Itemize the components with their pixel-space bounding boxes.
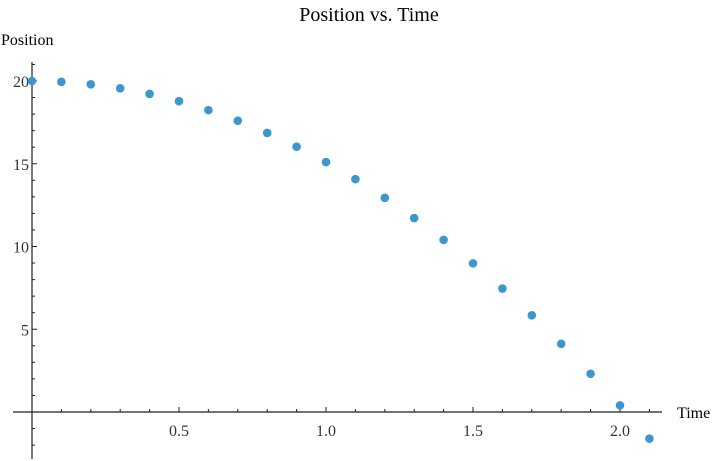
data-point — [145, 89, 154, 99]
chart-title: Position vs. Time — [299, 4, 439, 26]
data-point — [115, 83, 125, 93]
data-point — [174, 96, 184, 106]
data-points — [27, 76, 654, 443]
data-point — [586, 369, 595, 379]
x-axis-label: Time — [677, 405, 710, 422]
y-tick-label: 20 — [13, 74, 29, 91]
data-point — [468, 259, 478, 268]
data-point — [262, 128, 272, 138]
data-point — [321, 157, 331, 167]
x-tick-label: 1.0 — [316, 423, 336, 440]
data-point — [27, 76, 37, 86]
y-tick-label: 15 — [13, 157, 29, 174]
x-tick-label: 2.0 — [610, 423, 630, 440]
y-tick-label: 5 — [21, 322, 29, 339]
data-point — [380, 193, 390, 203]
data-point — [351, 174, 360, 184]
data-point — [86, 80, 96, 89]
x-tick-label: 1.5 — [463, 423, 483, 440]
data-point — [292, 142, 301, 152]
axes — [13, 62, 662, 459]
y-tick-label: 10 — [13, 240, 29, 257]
data-point — [645, 434, 654, 443]
x-tick-label: 0.5 — [169, 423, 189, 440]
data-point — [204, 105, 213, 115]
y-axis-ticks: 5 10 15 20 — [13, 63, 37, 446]
x-axis-ticks: 0.5 1.0 1.5 2.0 — [60, 407, 650, 440]
y-axis-label: Position — [1, 32, 53, 49]
data-point — [439, 235, 448, 245]
data-point — [57, 77, 66, 87]
data-point — [556, 339, 566, 349]
data-point — [409, 213, 419, 223]
data-point — [615, 401, 625, 410]
data-point — [233, 116, 243, 126]
data-point — [498, 284, 507, 293]
data-point — [527, 311, 537, 320]
